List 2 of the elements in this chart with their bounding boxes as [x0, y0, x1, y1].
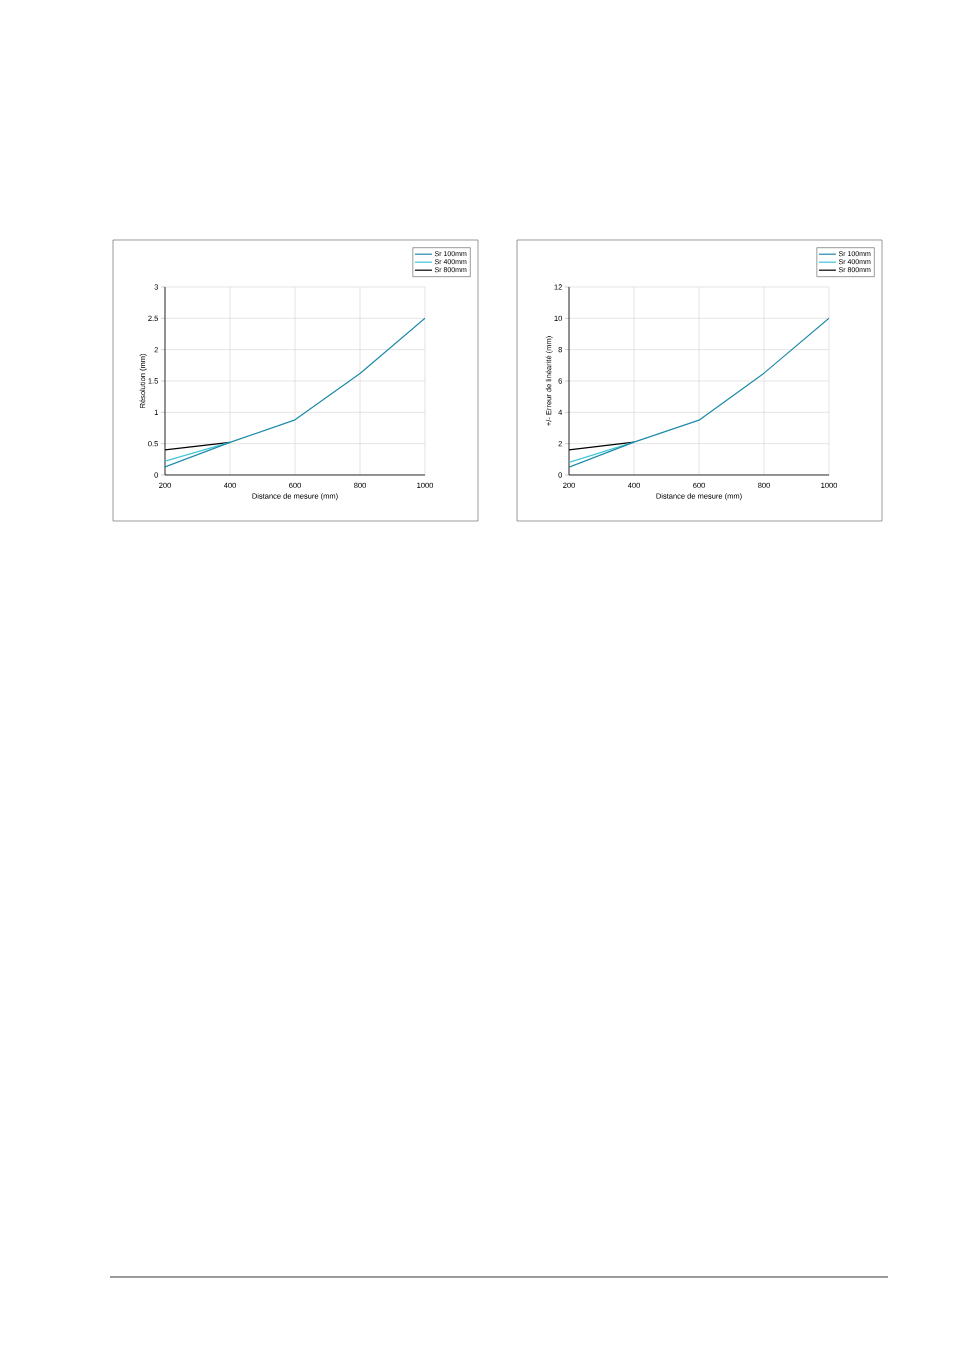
line-series [165, 317, 426, 468]
line-series [569, 317, 830, 468]
